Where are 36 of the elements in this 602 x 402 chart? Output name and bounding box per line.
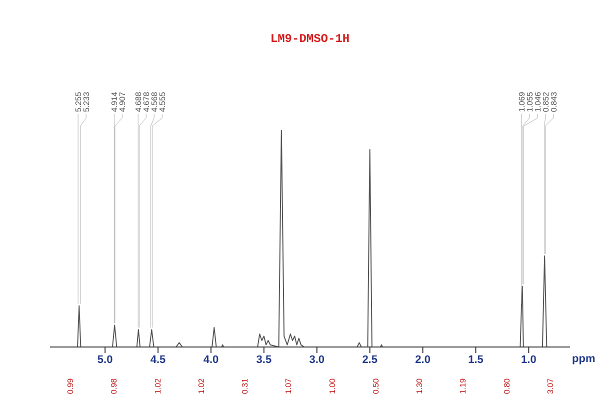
text: 0.99	[66, 378, 75, 394]
annotation: 1.069	[517, 91, 526, 112]
text: 3.07	[546, 378, 555, 394]
text: 1.07	[284, 378, 294, 394]
x-tick-label: 4.5	[150, 354, 166, 366]
chart-title: LM9-DMSO-1H	[270, 32, 350, 46]
annotation: 4.688	[134, 91, 144, 112]
annotation: 5.255	[74, 91, 84, 112]
text: 0.31	[240, 378, 250, 394]
x-tick-label: 3.5	[256, 354, 272, 366]
annotation: 4.568	[150, 91, 160, 112]
text: 0.98	[110, 378, 119, 394]
text: 1.00	[328, 378, 337, 394]
text: 1.30	[415, 378, 424, 394]
x-tick-label: 2.0	[415, 354, 430, 366]
text: 0.50	[371, 378, 380, 394]
text: 1.02	[196, 378, 206, 394]
annotation: 0.852	[541, 91, 550, 112]
annotation: 4.555	[158, 91, 168, 112]
x-axis-title: ppm	[572, 353, 596, 365]
text: 1.02	[153, 378, 162, 394]
x-tick-label: 2.5	[362, 354, 378, 366]
x-tick-label: 5.0	[97, 354, 113, 366]
annotation: 4.907	[118, 91, 128, 112]
annotation: 1.055	[525, 91, 534, 112]
x-tick-label: 4.0	[203, 354, 219, 366]
x-tick-label: 1.5	[468, 354, 484, 366]
annotation: 5.233	[82, 91, 92, 112]
annotation: 0.843	[549, 91, 558, 112]
annotation: 4.678	[142, 91, 152, 112]
text: 0.80	[502, 378, 512, 394]
text: 1.19	[458, 378, 468, 394]
x-tick-label: 3.0	[309, 354, 325, 366]
annotation: 1.046	[533, 91, 542, 112]
x-tick-label: 1.0	[521, 354, 536, 366]
annotation: 4.914	[110, 91, 120, 112]
